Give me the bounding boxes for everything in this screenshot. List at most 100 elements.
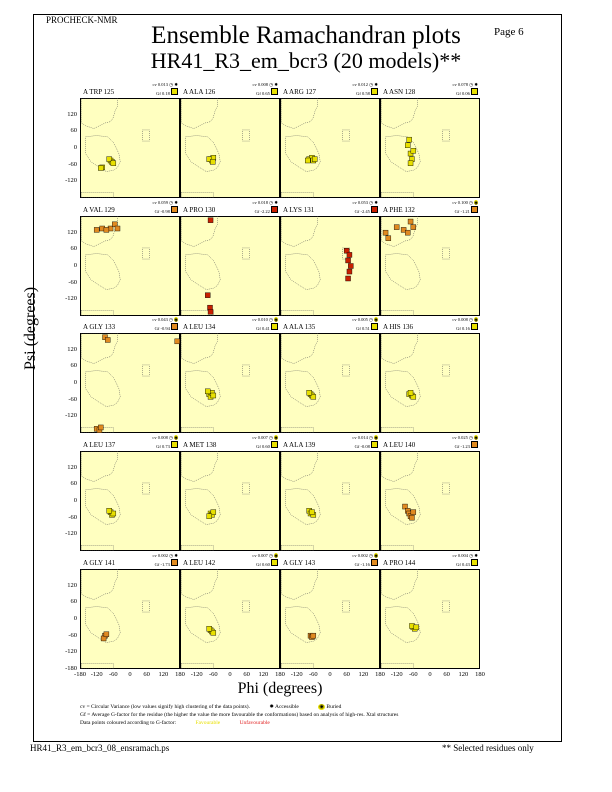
- x-tick-label: 180: [375, 671, 385, 678]
- buried-icon: ◉: [174, 317, 178, 322]
- residue-label: A LEU 140: [383, 441, 416, 449]
- y-tick-label: 60: [70, 598, 78, 606]
- legend-favourable: Favourable: [195, 720, 221, 726]
- accessible-icon: ✹: [174, 200, 178, 205]
- data-point: [310, 632, 317, 639]
- data-point: [207, 309, 214, 315]
- clock-icon: ◷: [469, 317, 473, 322]
- gf-value: Gf -2.45: [354, 209, 370, 214]
- x-tick-label: -60: [308, 671, 318, 678]
- allowed-region-outline: [381, 427, 414, 433]
- data-point: [405, 229, 411, 236]
- allowed-region-outline: [442, 247, 450, 260]
- residue-stats: cv 0.043 ◷ ◉ Gf -0.94: [120, 317, 178, 332]
- allowed-region-outline: [381, 333, 418, 364]
- allowed-region-outline: [81, 216, 118, 247]
- gf-colour-swatch: [271, 441, 278, 448]
- gf-value: Gf 0.51: [356, 326, 370, 331]
- y-tick-label: -120: [65, 177, 77, 185]
- allowed-region-outline: [381, 545, 414, 551]
- y-tick-label: 0: [73, 144, 77, 151]
- allowed-region-outline: [281, 451, 318, 482]
- data-point: [100, 635, 107, 642]
- x-tick-label: 120: [458, 671, 469, 678]
- clock-icon: ◷: [369, 317, 373, 322]
- residue-stats: cv 0.078 ◷ ✹ Gf 0.06: [420, 82, 478, 97]
- data-point: [206, 626, 212, 632]
- residue-stats: cv 0.053 ◷ ✹ Gf -2.45: [320, 200, 378, 215]
- cv-value: cv 0.005: [352, 317, 368, 322]
- buried-icon: ◉: [318, 704, 326, 710]
- allowed-region-outline: [81, 98, 118, 129]
- allowed-region-outline: [342, 129, 350, 142]
- cv-value: cv 0.007: [252, 553, 268, 558]
- residue-stats: cv 0.100 ◷ ◉ Gf -1.21: [420, 200, 478, 215]
- allowed-region-outline: [285, 253, 321, 290]
- clock-icon: ◷: [469, 200, 473, 205]
- allowed-region-outline: [385, 370, 421, 407]
- x-tick-label: -120: [290, 671, 303, 678]
- gf-value: Gf -2.22: [254, 209, 270, 214]
- data-point: [210, 509, 217, 515]
- clock-icon: ◷: [269, 435, 273, 440]
- x-tick-label: -120: [390, 671, 403, 678]
- allowed-region-outline: [181, 216, 218, 247]
- residue-stats: cv 0.007 ◷ ◉ Gf 0.60: [220, 435, 278, 450]
- clock-icon: ◷: [269, 553, 273, 558]
- gf-value: Gf 0.41: [256, 326, 270, 331]
- data-point: [413, 624, 419, 631]
- allowed-region-outline: [181, 427, 214, 433]
- data-point: [410, 148, 417, 154]
- residue-label: A LEU 142: [183, 559, 216, 567]
- allowed-region-outline: [442, 600, 450, 613]
- data-point: [210, 630, 217, 636]
- gf-value: Gf -0.94: [154, 326, 170, 331]
- allowed-region-outline: [81, 192, 114, 198]
- residue-label: A MET 138: [183, 441, 217, 449]
- allowed-region-outline: [281, 216, 318, 247]
- data-point: [210, 392, 217, 399]
- y-tick-label: 60: [70, 127, 78, 135]
- clock-icon: ◷: [469, 435, 473, 440]
- allowed-region-outline: [281, 98, 318, 129]
- allowed-region-outline: [285, 370, 321, 407]
- cv-value: cv 0.004: [452, 553, 469, 558]
- clock-icon: ◷: [169, 82, 174, 87]
- y-tick-label: 0: [73, 379, 77, 386]
- residue-label: A LYS 131: [283, 206, 315, 214]
- residue-stats: cv 0.012 ◷ ✹ Gf 0.58: [320, 82, 378, 97]
- data-point: [205, 292, 211, 298]
- allowed-region-outline: [242, 600, 250, 613]
- buried-icon: ◉: [274, 435, 278, 440]
- data-point: [382, 229, 389, 236]
- allowed-region-outline: [81, 569, 118, 600]
- allowed-region-outline: [85, 488, 121, 525]
- x-tick-label: 180: [475, 671, 485, 678]
- residue-stats: cv 0.008 ◷ ◉ Gf 0.16: [420, 317, 478, 332]
- data-point: [205, 388, 211, 395]
- y-tick-label: 60: [70, 362, 78, 370]
- residue-stats: cv 0.004 ◷ ✹ Gf 0.43: [420, 553, 478, 568]
- data-point: [312, 156, 318, 162]
- residue-stats: cv 0.007 ◷ ◉ Gf 0.60: [220, 553, 278, 568]
- gf-colour-swatch: [271, 88, 278, 95]
- allowed-region-outline: [242, 482, 250, 495]
- data-point: [393, 224, 400, 230]
- data-point: [98, 165, 104, 171]
- allowed-region-outline: [185, 135, 221, 172]
- y-tick-label: 120: [67, 345, 77, 353]
- data-point: [207, 217, 214, 223]
- allowed-region-outline: [281, 192, 314, 198]
- cv-value: cv 0.008: [452, 317, 468, 322]
- data-point: [310, 394, 317, 400]
- data-point: [405, 142, 411, 148]
- allowed-region-outline: [442, 129, 450, 142]
- residue-label: A GLY 133: [83, 323, 116, 331]
- allowed-region-outline: [142, 247, 150, 260]
- gf-colour-swatch: [371, 441, 378, 448]
- residue-label: A PHE 132: [383, 206, 415, 214]
- allowed-region-outline: [242, 247, 250, 260]
- legend-colour-note: Data points coloured according to G-fact…: [80, 720, 177, 726]
- gf-colour-swatch: [371, 323, 378, 330]
- data-point: [114, 225, 121, 232]
